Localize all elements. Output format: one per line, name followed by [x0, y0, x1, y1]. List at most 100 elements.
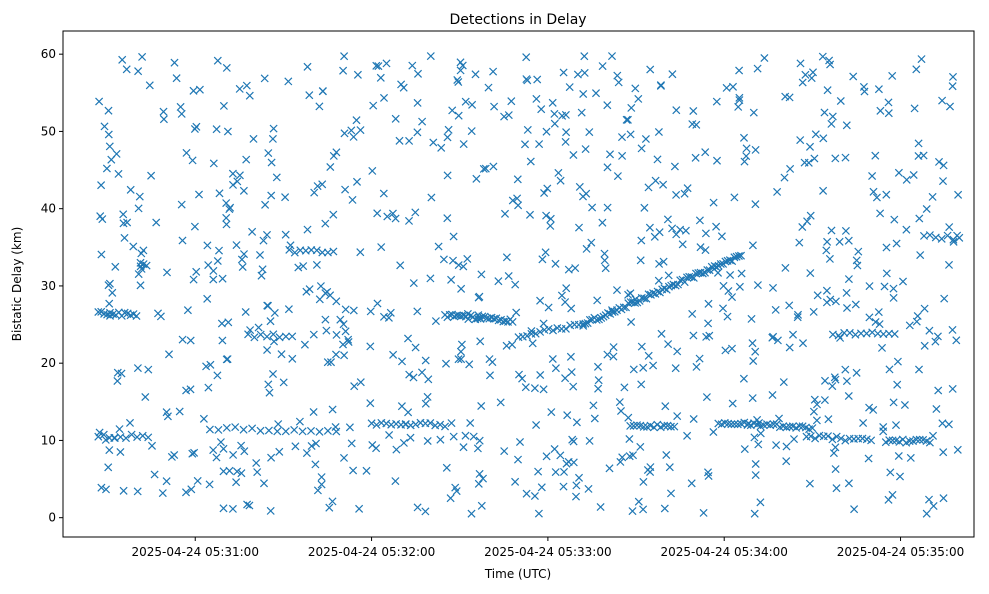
data-point-234	[421, 507, 430, 516]
data-point-708	[771, 305, 780, 314]
data-point-266	[316, 282, 325, 291]
data-point-200	[259, 236, 268, 245]
data-point-989	[478, 312, 487, 321]
data-point-803	[696, 243, 705, 252]
data-point-455	[489, 162, 498, 171]
data-point-1097	[653, 420, 662, 429]
data-point-431	[122, 65, 131, 74]
data-point-107	[379, 93, 389, 102]
data-point-392	[413, 98, 422, 107]
data-point-536	[914, 365, 924, 374]
data-point-611	[939, 494, 948, 503]
data-point-0	[382, 59, 391, 68]
data-point-112	[138, 52, 147, 61]
data-point-283	[742, 152, 751, 161]
data-point-846	[735, 93, 744, 102]
data-point-429	[594, 384, 603, 393]
data-point-213	[309, 330, 318, 339]
data-point-280	[341, 185, 350, 194]
data-point-290	[940, 294, 949, 303]
data-point-511	[559, 68, 568, 77]
data-point-415	[259, 479, 269, 488]
data-point-197	[751, 200, 760, 209]
data-point-162	[818, 52, 827, 61]
data-point-460	[793, 313, 802, 322]
data-point-547	[695, 216, 704, 225]
data-point-1160	[890, 329, 899, 339]
data-point-735	[922, 204, 931, 214]
data-point-166	[600, 256, 609, 265]
data-point-582	[336, 315, 345, 324]
data-point-964	[401, 419, 410, 429]
data-point-486	[212, 125, 221, 134]
data-point-192	[421, 399, 430, 408]
data-point-655	[188, 449, 197, 458]
data-point-237	[396, 261, 405, 270]
data-point-750	[734, 102, 743, 111]
data-point-768	[739, 374, 748, 383]
data-point-707	[302, 287, 311, 296]
data-point-64	[504, 271, 513, 281]
data-point-70	[243, 500, 252, 509]
data-point-80	[266, 506, 275, 515]
data-point-388	[649, 361, 658, 370]
data-point-506	[852, 368, 861, 377]
data-point-701	[561, 298, 570, 307]
data-point-736	[502, 253, 511, 262]
data-point-47	[141, 392, 150, 402]
data-point-330	[158, 489, 167, 498]
data-point-621	[751, 145, 760, 154]
data-point-129	[245, 501, 254, 510]
data-point-358	[136, 281, 145, 290]
data-point-42	[691, 153, 700, 162]
data-point-350	[133, 364, 142, 373]
data-point-564	[305, 91, 314, 100]
data-point-749	[876, 209, 885, 218]
data-point-868	[543, 184, 552, 193]
data-point-788	[769, 332, 778, 341]
data-point-426	[723, 312, 732, 321]
data-point-601	[467, 127, 476, 136]
data-point-190	[521, 383, 530, 392]
data-point-71	[644, 351, 653, 360]
data-point-105	[871, 151, 880, 160]
data-point-695	[224, 318, 233, 327]
data-point-212	[605, 464, 614, 473]
data-point-775	[753, 64, 762, 73]
data-point-130	[232, 478, 241, 487]
data-point-244	[646, 65, 655, 74]
data-point-706	[267, 158, 276, 167]
data-point-108	[328, 497, 337, 506]
data-point-896	[829, 449, 838, 458]
data-point-613	[218, 274, 227, 283]
data-point-869	[418, 117, 427, 126]
x-tick-label-1: 2025-04-24 05:32:00	[308, 545, 435, 559]
data-point-111	[567, 304, 576, 313]
y-tick-label-2: 20	[41, 356, 56, 370]
data-point-847	[550, 444, 559, 454]
data-point-770	[104, 130, 113, 139]
data-point-838	[737, 269, 746, 278]
data-point-209	[616, 406, 626, 416]
data-point-113	[212, 453, 221, 462]
data-point-375	[112, 149, 121, 158]
data-point-509	[465, 360, 474, 369]
data-point-83	[134, 67, 143, 76]
data-point-572	[613, 172, 622, 181]
data-point-748	[627, 103, 636, 112]
data-point-207	[177, 200, 186, 209]
data-point-136	[203, 294, 212, 303]
data-point-440	[473, 444, 482, 453]
data-point-656	[315, 102, 324, 111]
data-point-842	[170, 58, 179, 67]
data-point-559	[511, 280, 520, 289]
data-point-862	[295, 417, 304, 426]
data-point-395	[547, 408, 556, 417]
data-point-376	[307, 441, 316, 451]
data-point-702	[668, 70, 677, 79]
data-point-953	[312, 246, 321, 255]
data-point-153	[739, 133, 749, 142]
data-point-645	[557, 291, 566, 300]
data-point-933	[281, 427, 290, 436]
data-point-636	[232, 241, 241, 250]
